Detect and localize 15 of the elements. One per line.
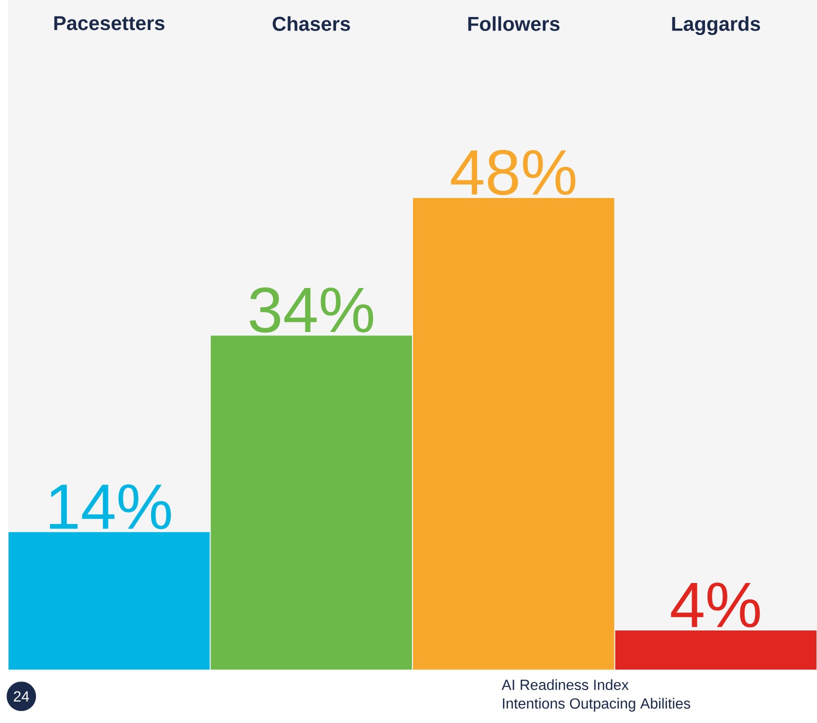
x-tick-label: Pacesetters: [54, 16, 164, 30]
x-tick-label: Followers: [468, 16, 560, 31]
x-tick-label: Chasers: [272, 16, 350, 31]
data-label: 34%: [250, 287, 374, 333]
data-label: 4%: [671, 582, 760, 628]
data-label: 14%: [50, 484, 171, 530]
text: AI Readiness Index: [502, 679, 629, 690]
data-label: 48%: [451, 150, 576, 196]
bar: [615, 630, 816, 670]
bar: [210, 336, 412, 670]
text: Intentions Outpacing Abilities: [502, 698, 690, 712]
text: 24: [14, 691, 30, 702]
x-tick-label: Laggards: [672, 16, 760, 35]
bar: [413, 198, 614, 670]
bar: [8, 532, 210, 670]
